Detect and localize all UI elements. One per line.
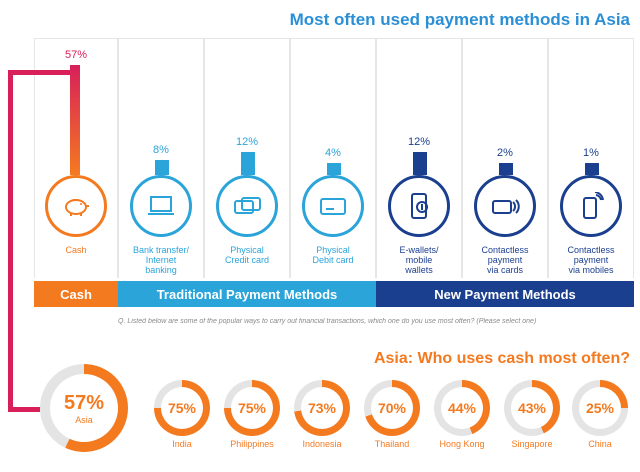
donut-thailand: 70% [364, 380, 420, 436]
donut-hong-kong: 44% [434, 380, 490, 436]
bar [241, 151, 255, 175]
method-label: Contactless payment via cards [481, 245, 529, 275]
value-label: 4% [325, 147, 341, 159]
donut-china: 25% [572, 380, 628, 436]
accent-line-bottom [8, 407, 40, 412]
donut-center: 75% [231, 387, 273, 429]
column-frame [204, 38, 290, 278]
donut-name-label: Indonesia [302, 439, 342, 449]
page-title: Most often used payment methods in Asia [289, 10, 630, 29]
value-label: 8% [153, 143, 169, 156]
contactless-phone-icon [560, 175, 622, 237]
value-label: 2% [497, 147, 513, 159]
donut-value-label: 73% [307, 400, 337, 416]
bar [327, 163, 341, 175]
debit-card-icon [302, 175, 364, 237]
payment-methods-bar-chart: 57% Cash 8% Bank transfer/Internet banking 12… [45, 49, 622, 275]
donut-name-label: Asia [75, 414, 93, 425]
donut-asia: 57% Asia [40, 364, 128, 452]
method-label: Contactless payment via mobiles [567, 245, 615, 275]
method-label: Physical Debit card [312, 245, 354, 265]
method-label: E-wallets/mobile wallets [399, 245, 439, 275]
column-frame [462, 38, 548, 278]
method-label: Cash [65, 245, 87, 255]
donut-center: 44% [441, 387, 483, 429]
method-label: Bank transfer/Internet banking [132, 245, 190, 275]
donut-name-label: India [172, 439, 192, 449]
donut-value-label: 44% [447, 400, 477, 416]
contactless-card-icon [474, 175, 536, 237]
credit-card-icon [216, 175, 278, 237]
section-subtitle: Asia: Who uses cash most often? [373, 350, 630, 367]
value-label: 12% [407, 135, 431, 148]
donut-name-label: Hong Kong [439, 439, 485, 449]
piggy-bank-icon [45, 175, 107, 237]
donut-name-label: Philippines [230, 439, 274, 449]
category-cash: Cash [34, 281, 118, 307]
donut-center: 57% Asia [50, 374, 118, 442]
donut-center: 70% [371, 387, 413, 429]
donut-center: 43% [511, 387, 553, 429]
bar [585, 163, 599, 175]
donut-center: 25% [579, 387, 621, 429]
column-frame [118, 38, 204, 278]
accent-connector-line [8, 70, 13, 412]
accent-line-vertical [8, 70, 13, 412]
column-frame [548, 38, 634, 278]
value-label: 12% [235, 135, 259, 148]
column-frame [290, 38, 376, 278]
donut-value-label: 75% [167, 400, 197, 416]
method-label: Physical Credit card [224, 245, 269, 265]
accent-line-top [8, 70, 72, 75]
category-traditional: Traditional Payment Methods [118, 281, 376, 307]
donut-value-label: 57% [63, 391, 105, 414]
cash-usage-donut-row: 57% Asia 75% India 75% Philippines 73% Indonesi… [0, 360, 640, 472]
donut-indonesia: 73% [294, 380, 350, 436]
smartphone-wallet-icon [388, 175, 450, 237]
donut-india: 75% [154, 380, 210, 436]
category-new: New Payment Methods [376, 281, 634, 307]
donut-value-label: 75% [237, 400, 267, 416]
donut-name-label: Singapore [511, 439, 553, 449]
survey-footnote: Q. Listed below are some of the popular … [118, 318, 537, 325]
bar [499, 163, 513, 175]
donut-name-label: China [588, 439, 612, 449]
value-label: 1% [583, 147, 599, 159]
bar [413, 151, 427, 175]
donut-name-label: Thailand [374, 439, 410, 449]
bar [155, 159, 169, 175]
bar [70, 65, 80, 175]
donut-value-label: 43% [517, 400, 547, 416]
donut-center: 75% [161, 387, 203, 429]
donut-philippines: 75% [224, 380, 280, 436]
column-frame-cash [34, 38, 118, 278]
donut-center: 73% [301, 387, 343, 429]
donut-value-label: 25% [585, 400, 615, 416]
laptop-icon [130, 175, 192, 237]
value-label: 57% [64, 49, 88, 61]
donut-singapore: 43% [504, 380, 560, 436]
donut-value-label: 70% [377, 400, 407, 416]
column-frame [376, 38, 462, 278]
